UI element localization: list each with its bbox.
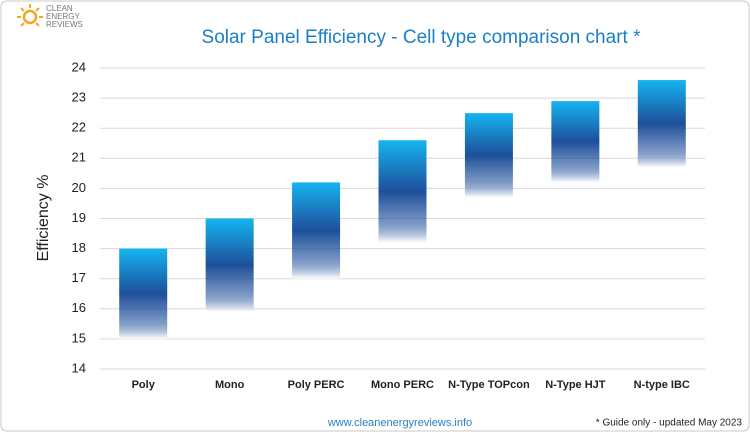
y-tick-label: 21 [72, 150, 86, 165]
x-tick-label: N-type IBC [634, 379, 690, 391]
y-axis-label: Efficiency % [35, 175, 52, 262]
y-tick-label: 17 [72, 270, 86, 285]
y-tick-label: 19 [72, 210, 86, 225]
x-tick-label: Poly PERC [288, 379, 345, 391]
chart-title: Solar Panel Efficiency - Cell type compa… [202, 27, 642, 48]
x-tick-label: N-Type HJT [545, 379, 606, 391]
bar [637, 80, 686, 168]
bar [292, 182, 341, 279]
y-tick-label: 23 [72, 90, 86, 105]
y-tick-label: 15 [72, 330, 86, 345]
y-tick-label: 14 [72, 360, 86, 375]
logo-text: ENERGY [46, 12, 80, 21]
x-tick-label: Mono PERC [371, 379, 434, 391]
bar [378, 140, 427, 243]
x-tick-label: Poly [132, 379, 156, 391]
y-tick-label: 16 [72, 300, 86, 315]
x-tick-label: Mono [215, 379, 245, 391]
bar [464, 113, 513, 198]
logo-text: CLEAN [46, 4, 73, 13]
y-tick-label: 22 [72, 120, 86, 135]
bar [119, 248, 168, 339]
source: www.cleanenergyreviews.info [327, 417, 472, 429]
x-tick-label: N-Type TOPcon [448, 379, 530, 391]
note: * Guide only - updated May 2023 [596, 418, 743, 429]
bar [205, 218, 254, 312]
bar [551, 101, 600, 183]
y-tick-label: 20 [72, 180, 86, 195]
logo-icon [17, 4, 43, 27]
logo-text: REVIEWS [46, 20, 83, 29]
y-tick-label: 24 [72, 59, 86, 74]
y-tick-label: 18 [72, 240, 86, 255]
